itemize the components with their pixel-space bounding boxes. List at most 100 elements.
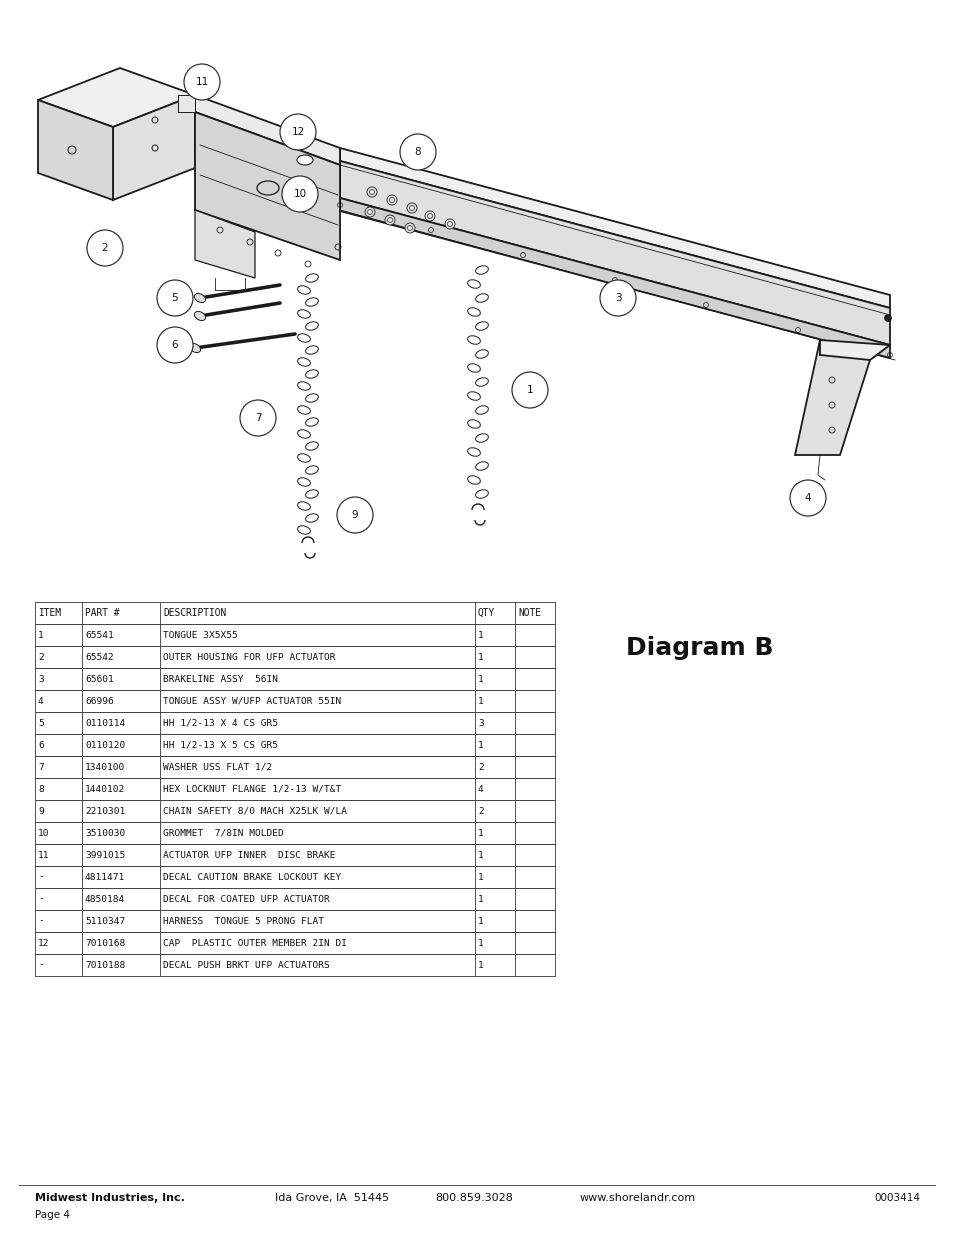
Bar <box>160 668 475 690</box>
Text: 10: 10 <box>38 829 50 837</box>
Polygon shape <box>820 340 889 359</box>
Polygon shape <box>194 112 339 261</box>
Bar <box>475 646 515 668</box>
Bar <box>160 624 475 646</box>
Bar <box>160 844 475 866</box>
Bar <box>82 713 160 734</box>
Ellipse shape <box>296 156 313 165</box>
Bar <box>475 910 515 932</box>
Bar <box>35 823 555 844</box>
Text: 0110120: 0110120 <box>85 741 125 750</box>
Text: TONGUE 3X5X55: TONGUE 3X5X55 <box>163 631 237 640</box>
Circle shape <box>599 280 636 316</box>
Bar <box>515 866 555 888</box>
Bar <box>35 866 555 888</box>
Text: 0110114: 0110114 <box>85 719 125 727</box>
Bar <box>515 624 555 646</box>
Bar <box>515 734 555 756</box>
Text: 2210301: 2210301 <box>85 806 125 815</box>
Text: GROMMET  7/8IN MOLDED: GROMMET 7/8IN MOLDED <box>163 829 283 837</box>
Bar <box>82 888 160 910</box>
Text: 1: 1 <box>477 939 483 947</box>
Text: 9: 9 <box>352 510 358 520</box>
Text: 11: 11 <box>195 77 209 86</box>
Text: 6: 6 <box>172 340 178 350</box>
Bar <box>35 690 82 713</box>
Bar <box>35 823 82 844</box>
Bar <box>160 823 475 844</box>
Text: ACTUATOR UFP INNER  DISC BRAKE: ACTUATOR UFP INNER DISC BRAKE <box>163 851 335 860</box>
Bar <box>82 953 160 976</box>
Text: www.shorelandr.com: www.shorelandr.com <box>579 1193 696 1203</box>
Circle shape <box>365 207 375 217</box>
Text: 800.859.3028: 800.859.3028 <box>435 1193 513 1203</box>
Bar <box>475 668 515 690</box>
Bar <box>35 953 82 976</box>
Bar <box>35 713 82 734</box>
Polygon shape <box>38 68 194 127</box>
Bar <box>35 734 555 756</box>
Text: 1: 1 <box>477 652 483 662</box>
Bar <box>515 932 555 953</box>
Text: 7: 7 <box>38 762 44 772</box>
Text: 1: 1 <box>477 674 483 683</box>
Bar <box>82 932 160 953</box>
Text: OUTER HOUSING FOR UFP ACTUATOR: OUTER HOUSING FOR UFP ACTUATOR <box>163 652 335 662</box>
Bar <box>515 690 555 713</box>
Bar <box>160 778 475 800</box>
Bar <box>35 713 555 734</box>
Bar <box>35 888 555 910</box>
Bar <box>35 778 82 800</box>
Text: NOTE: NOTE <box>517 608 540 618</box>
Text: Page 4: Page 4 <box>35 1210 70 1220</box>
Text: 7010168: 7010168 <box>85 939 125 947</box>
Text: 1: 1 <box>477 961 483 969</box>
Text: -: - <box>38 916 44 925</box>
Text: Midwest Industries, Inc.: Midwest Industries, Inc. <box>35 1193 185 1203</box>
Text: 4: 4 <box>38 697 44 705</box>
Bar <box>82 734 160 756</box>
Bar <box>35 844 82 866</box>
Ellipse shape <box>194 294 205 303</box>
Text: BRAKELINE ASSY  56IN: BRAKELINE ASSY 56IN <box>163 674 277 683</box>
Text: 12: 12 <box>38 939 50 947</box>
Circle shape <box>367 186 376 198</box>
Bar <box>82 668 160 690</box>
Text: CAP  PLASTIC OUTER MEMBER 2IN DI: CAP PLASTIC OUTER MEMBER 2IN DI <box>163 939 347 947</box>
Bar <box>160 646 475 668</box>
Circle shape <box>512 372 547 408</box>
Circle shape <box>789 480 825 516</box>
Polygon shape <box>194 95 339 165</box>
Circle shape <box>424 211 435 221</box>
Text: 65542: 65542 <box>85 652 113 662</box>
Text: 8: 8 <box>415 147 421 157</box>
Text: 7: 7 <box>254 412 261 424</box>
Circle shape <box>87 230 123 266</box>
Text: ITEM: ITEM <box>38 608 61 618</box>
Bar <box>475 823 515 844</box>
Text: 3: 3 <box>38 674 44 683</box>
Bar <box>515 713 555 734</box>
Bar <box>35 668 82 690</box>
Bar <box>475 866 515 888</box>
Bar <box>35 800 555 823</box>
Bar <box>35 601 82 624</box>
Bar <box>35 910 82 932</box>
Text: 12: 12 <box>291 127 304 137</box>
Bar <box>160 756 475 778</box>
Text: 1: 1 <box>38 631 44 640</box>
Bar <box>515 823 555 844</box>
Bar <box>35 888 82 910</box>
Circle shape <box>444 219 455 228</box>
Polygon shape <box>178 95 194 112</box>
Bar <box>475 953 515 976</box>
Circle shape <box>387 195 396 205</box>
Bar <box>82 646 160 668</box>
Bar <box>160 734 475 756</box>
Text: -: - <box>38 961 44 969</box>
Text: HH 1/2-13 X 5 CS GR5: HH 1/2-13 X 5 CS GR5 <box>163 741 277 750</box>
Text: 2: 2 <box>38 652 44 662</box>
Bar <box>160 601 475 624</box>
Bar <box>35 601 555 624</box>
Bar <box>160 713 475 734</box>
